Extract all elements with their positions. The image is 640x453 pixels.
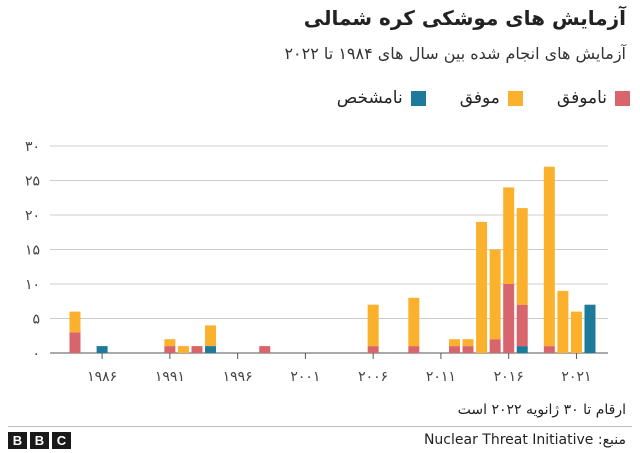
bar-segment-success [408,297,420,347]
bbc-logo: B B C [8,432,71,449]
legend-swatch-unknown [410,90,426,106]
x-tick-label: ۲۰۰۶ [358,369,388,385]
y-tick-label: ۳۰ [25,139,40,155]
bar-segment-success [516,208,528,305]
source-credit: منبع: Nuclear Threat Initiative [423,432,626,448]
bar-segment-success [462,339,474,347]
bar-segment-success [503,187,515,284]
bar-segment-success [205,325,217,347]
y-tick-label: ۵ [32,312,40,328]
bar-segment-failed [408,346,420,353]
x-tick-label: ۲۰۲۱ [561,369,591,385]
legend-swatch-failed [615,90,630,106]
bar-segment-unknown [584,304,596,353]
bar-segment-unknown [205,346,217,353]
legend-swatch-success [507,90,523,106]
y-tick-label: ۲۵ [25,174,40,190]
x-tick-label: ۲۰۰۱ [290,369,320,385]
bar-segment-failed [367,346,379,353]
y-tick-label: ۱۵ [25,243,40,259]
x-tick-label: ۱۹۹۶ [223,369,253,385]
bar-segment-failed [503,284,515,353]
x-tick-label: ۱۹۸۶ [87,369,117,385]
y-tick-label: ۰ [32,346,40,362]
legend-label-failed: ناموفق [556,88,607,108]
bar-segment-failed [489,339,501,353]
legend-label-unknown: نامشخص [336,88,403,108]
bar-segment-unknown [96,346,108,353]
date-note: ارقام تا ۳۰ ژانویه ۲۰۲۲ است [457,402,626,418]
bar-segment-success [570,311,582,353]
x-tick-label: ۲۰۱۱ [426,369,456,385]
bar-segment-success [489,249,501,340]
bar-segment-success [543,166,555,347]
legend-item-failed: ناموفق [557,88,630,108]
legend-label-success: موفق [459,88,500,108]
bar-chart: ۰ ۵ ۱۰ ۱۵ ۲۰ ۲۵ ۳۰ ۱۹۸۶ ۱۹۹۱ ۱۹۹۶ ۲۰۰۱ ۲۰۰۶ ۲۰۱۱ ۲۰۱۶… [25,139,608,385]
bar-segment-failed [164,346,176,353]
bar-segment-success [367,304,379,347]
legend: ناموفق موفق نامشخص [337,88,630,108]
bar-segment-success [164,339,176,347]
bar-segment-failed [191,346,203,353]
bar-segment-success [448,339,460,347]
bar-segment-success [177,346,189,353]
chart-title: آزمایش های موشکی کره شمالی [303,6,626,30]
bar-segment-failed [516,304,528,347]
bar-segment-failed [462,346,474,353]
x-tick-label: ۱۹۹۱ [155,369,185,385]
bar-segment-failed [543,346,555,353]
bar-segment-success [557,290,569,353]
bbc-logo-letter: B [30,432,49,449]
bbc-logo-letter: B [8,432,27,449]
bbc-logo-letter: C [52,432,71,449]
bar-segment-success [476,221,488,353]
bar-segment-success [69,311,81,333]
y-tick-label: ۲۰ [25,208,40,224]
bar-segment-failed [448,346,460,353]
chart-subtitle: آزمایش های انجام شده بین سال های ۱۹۸۴ تا… [284,44,626,63]
legend-item-success: موفق [460,88,523,108]
x-tick-label: ۲۰۱۶ [494,369,524,385]
bar-segment-failed [69,332,81,353]
bar-segment-failed [259,346,271,353]
legend-item-unknown: نامشخص [337,88,426,108]
bar-segment-unknown [516,346,528,353]
footer-divider [8,426,632,427]
y-tick-label: ۱۰ [25,277,40,293]
